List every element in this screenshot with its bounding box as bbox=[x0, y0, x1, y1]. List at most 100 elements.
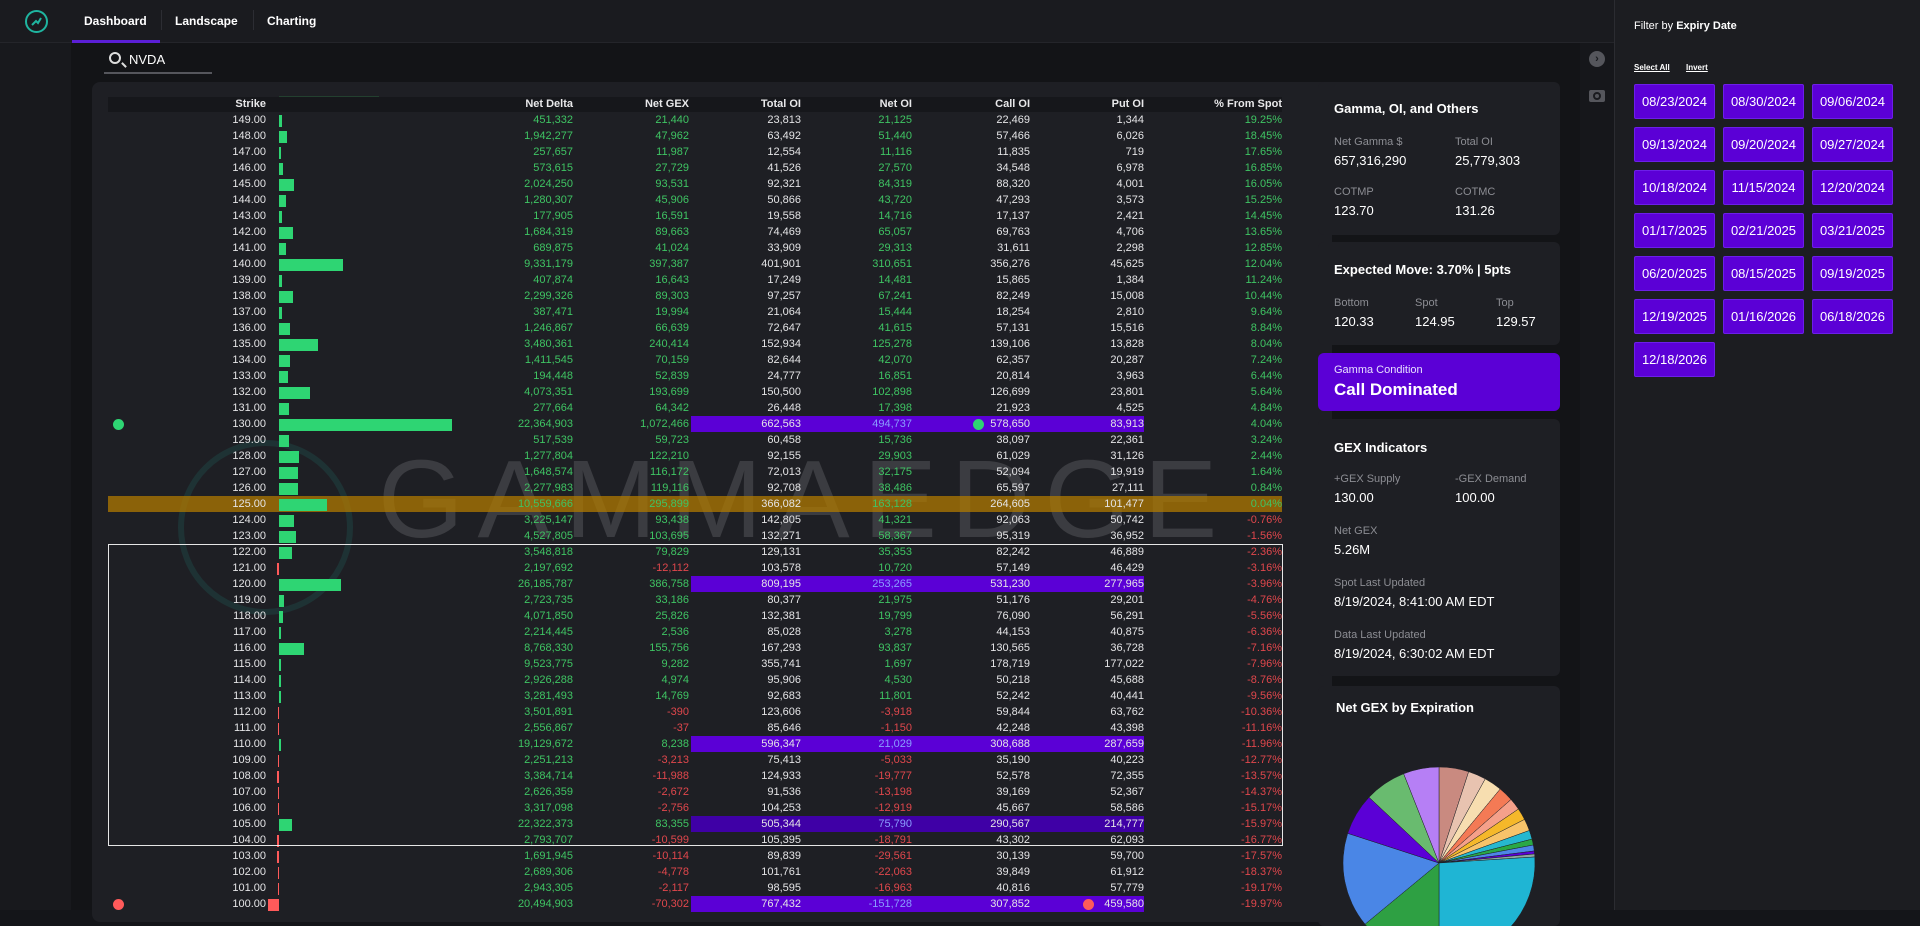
ticker-search-input[interactable]: NVDA bbox=[104, 50, 212, 74]
table-row[interactable]: 123.00 4,527,805 103,695 132,271 58,367 95,31… bbox=[0, 528, 1920, 544]
expiry-date-button[interactable]: 09/20/2024 bbox=[1723, 127, 1804, 162]
expiry-date-button[interactable]: 11/15/2024 bbox=[1723, 170, 1804, 205]
table-row[interactable]: 122.00 3,548,818 79,829 129,131 35,353 82,242… bbox=[0, 544, 1920, 560]
table-row[interactable]: 111.00 2,556,867 -37 85,646 -1,150 42,248 43,3… bbox=[0, 720, 1920, 736]
table-row[interactable]: 147.00 257,657 11,987 12,554 11,116 11,835 719… bbox=[0, 144, 1920, 160]
table-row[interactable]: 132.00 4,073,351 193,699 150,500 102,898 126,… bbox=[0, 384, 1920, 400]
table-row[interactable]: 128.00 1,277,804 122,210 92,155 29,903 61,029… bbox=[0, 448, 1920, 464]
table-row[interactable]: 100.00 20,494,903 -70,302 767,432 -151,728 30… bbox=[0, 896, 1920, 912]
cell-pct-from-spot: 0.04% bbox=[1250, 498, 1282, 510]
expiry-date-button[interactable]: 08/15/2025 bbox=[1723, 256, 1804, 291]
table-row[interactable]: 118.00 4,071,850 25,826 132,381 19,799 76,090… bbox=[0, 608, 1920, 624]
table-row[interactable]: 107.00 2,626,359 -2,672 91,536 -13,198 39,169… bbox=[0, 784, 1920, 800]
table-row[interactable]: 146.00 573,615 27,729 41,526 27,570 34,548 6,9… bbox=[0, 160, 1920, 176]
col-pct-from-spot[interactable]: % From Spot bbox=[1214, 98, 1282, 110]
tab-landscape[interactable]: Landscape bbox=[175, 14, 238, 28]
expiry-date-button[interactable]: 09/19/2025 bbox=[1812, 256, 1893, 291]
table-row[interactable]: 121.00 2,197,692 -12,112 103,578 10,720 57,14… bbox=[0, 560, 1920, 576]
table-row[interactable]: 140.00 9,331,179 397,387 401,901 310,651 356,… bbox=[0, 256, 1920, 272]
expiry-date-button[interactable]: 08/23/2024 bbox=[1634, 84, 1715, 119]
table-row[interactable]: 119.00 2,723,735 33,186 80,377 21,975 51,176 2… bbox=[0, 592, 1920, 608]
cell-strike: 143.00 bbox=[232, 210, 266, 222]
table-row[interactable]: 106.00 3,317,098 -2,756 104,253 -12,919 45,66… bbox=[0, 800, 1920, 816]
table-row[interactable]: 113.00 3,281,493 14,769 92,683 11,801 52,242 4… bbox=[0, 688, 1920, 704]
spot-label: Spot bbox=[1415, 297, 1438, 309]
table-row[interactable]: 109.00 2,251,213 -3,213 75,413 -5,033 35,190 4… bbox=[0, 752, 1920, 768]
table-row[interactable]: 110.00 19,129,672 8,238 596,347 21,029 308,68… bbox=[0, 736, 1920, 752]
table-row[interactable]: 101.00 2,943,305 -2,117 98,595 -16,963 40,816… bbox=[0, 880, 1920, 896]
table-row[interactable]: 126.00 2,277,983 119,116 92,708 38,486 65,597… bbox=[0, 480, 1920, 496]
col-net-delta[interactable]: Net Delta bbox=[525, 98, 573, 110]
expiry-date-button[interactable]: 12/19/2025 bbox=[1634, 299, 1715, 334]
expiry-date-button[interactable]: 09/27/2024 bbox=[1812, 127, 1893, 162]
table-row[interactable]: 137.00 387,471 19,994 21,064 15,444 18,254 2,8… bbox=[0, 304, 1920, 320]
cell-total-oi: 123,606 bbox=[761, 706, 801, 718]
table-row[interactable]: 114.00 2,926,288 4,974 95,906 4,530 50,218 45,… bbox=[0, 672, 1920, 688]
table-row[interactable]: 129.00 517,539 59,723 60,458 15,736 38,097 22,… bbox=[0, 432, 1920, 448]
col-total-oi[interactable]: Total OI bbox=[760, 98, 801, 110]
logo-icon[interactable] bbox=[25, 10, 48, 33]
table-row[interactable]: 102.00 2,689,306 -4,778 101,761 -22,063 39,84… bbox=[0, 864, 1920, 880]
table-row[interactable]: 115.00 9,523,775 9,282 355,741 1,697 178,719 1… bbox=[0, 656, 1920, 672]
table-row[interactable]: 124.00 3,225,147 93,438 142,805 41,321 92,063… bbox=[0, 512, 1920, 528]
expiry-date-button[interactable]: 06/20/2025 bbox=[1634, 256, 1715, 291]
cell-put-oi: 27,111 bbox=[1111, 482, 1144, 494]
table-row[interactable]: 134.00 1,411,545 70,159 82,644 42,070 62,357 2… bbox=[0, 352, 1920, 368]
tab-dashboard[interactable]: Dashboard bbox=[84, 14, 147, 28]
camera-icon[interactable] bbox=[1589, 90, 1605, 102]
table-row[interactable]: 104.00 2,793,707 -10,599 105,395 -18,791 43,3… bbox=[0, 832, 1920, 848]
expiry-date-button[interactable]: 09/13/2024 bbox=[1634, 127, 1715, 162]
table-row[interactable]: 143.00 177,905 16,591 19,558 14,716 17,137 2,4… bbox=[0, 208, 1920, 224]
next-arrow-icon[interactable]: › bbox=[1589, 51, 1605, 67]
table-row[interactable]: 131.00 277,664 64,342 26,448 17,398 21,923 4,5… bbox=[0, 400, 1920, 416]
tab-charting[interactable]: Charting bbox=[267, 14, 317, 28]
expiry-date-button[interactable]: 03/21/2025 bbox=[1812, 213, 1893, 248]
col-net-gex[interactable]: Net GEX bbox=[644, 98, 689, 110]
cell-call-oi: 44,153 bbox=[996, 626, 1030, 638]
table-row[interactable]: 141.00 689,875 41,024 33,909 29,313 31,611 2,2… bbox=[0, 240, 1920, 256]
table-row[interactable]: 112.00 3,501,891 -390 123,606 -3,918 59,844 63… bbox=[0, 704, 1920, 720]
table-row[interactable]: 125.00 10,559,666 295,899 366,082 163,128 264… bbox=[0, 496, 1920, 512]
expiry-date-button[interactable]: 01/16/2026 bbox=[1723, 299, 1804, 334]
invert-link[interactable]: Invert bbox=[1686, 63, 1708, 72]
table-row[interactable]: 117.00 2,214,445 2,536 85,028 3,278 44,153 40,… bbox=[0, 624, 1920, 640]
expiry-date-button[interactable]: 12/18/2026 bbox=[1634, 342, 1715, 377]
expiry-date-button[interactable]: 12/20/2024 bbox=[1812, 170, 1893, 205]
table-row[interactable]: 105.00 22,322,373 83,355 505,344 75,790 290,5… bbox=[0, 816, 1920, 832]
table-row[interactable]: 133.00 194,448 52,839 24,777 16,851 20,814 3,9… bbox=[0, 368, 1920, 384]
expiry-date-button[interactable]: 01/17/2025 bbox=[1634, 213, 1715, 248]
expiry-date-button[interactable]: 06/18/2026 bbox=[1812, 299, 1893, 334]
table-row[interactable]: 138.00 2,299,326 89,303 97,257 67,241 82,249 1… bbox=[0, 288, 1920, 304]
gamma-oi-card: Gamma, OI, and Others Net Gamma $ 657,31… bbox=[1318, 82, 1560, 235]
table-row[interactable]: 120.00 26,185,787 386,758 809,195 253,265 531… bbox=[0, 576, 1920, 592]
table-row[interactable]: 142.00 1,684,319 89,663 74,469 65,057 69,763 4… bbox=[0, 224, 1920, 240]
gamma-condition-label: Gamma Condition bbox=[1334, 364, 1423, 376]
table-row[interactable]: 148.00 1,942,277 47,962 63,492 51,440 57,466 6… bbox=[0, 128, 1920, 144]
pie-slice[interactable] bbox=[1438, 856, 1536, 926]
table-row[interactable]: 135.00 3,480,361 240,414 152,934 125,278 139,… bbox=[0, 336, 1920, 352]
table-row[interactable]: 145.00 2,024,250 93,531 92,321 84,319 88,320 4… bbox=[0, 176, 1920, 192]
search-icon bbox=[109, 52, 121, 64]
table-row[interactable]: 108.00 3,384,714 -11,988 124,933 -19,777 52,5… bbox=[0, 768, 1920, 784]
table-row[interactable]: 149.00 451,332 21,440 23,813 21,125 22,469 1,3… bbox=[0, 112, 1920, 128]
col-strike[interactable]: Strike bbox=[235, 98, 266, 110]
pie-slice[interactable] bbox=[1403, 766, 1440, 864]
col-net-oi[interactable]: Net OI bbox=[879, 98, 912, 110]
col-put-oi[interactable]: Put OI bbox=[1111, 98, 1144, 110]
expiry-date-button[interactable]: 08/30/2024 bbox=[1723, 84, 1804, 119]
select-all-link[interactable]: Select All bbox=[1634, 63, 1670, 72]
table-row[interactable]: 127.00 1,648,574 116,172 72,013 32,175 52,094… bbox=[0, 464, 1920, 480]
table-row[interactable]: 103.00 1,691,945 -10,114 89,839 -29,561 30,13… bbox=[0, 848, 1920, 864]
expiry-date-button[interactable]: 02/21/2025 bbox=[1723, 213, 1804, 248]
cell-strike: 114.00 bbox=[233, 674, 266, 686]
table-row[interactable]: 136.00 1,246,867 66,639 72,647 41,615 57,131 1… bbox=[0, 320, 1920, 336]
table-row[interactable]: 139.00 407,874 16,643 17,249 14,481 15,865 1,3… bbox=[0, 272, 1920, 288]
table-row[interactable]: 144.00 1,280,307 45,906 50,866 43,720 47,293 3… bbox=[0, 192, 1920, 208]
search-value[interactable]: NVDA bbox=[129, 52, 166, 67]
col-call-oi[interactable]: Call OI bbox=[995, 98, 1030, 110]
table-row[interactable]: 116.00 8,768,330 155,756 167,293 93,837 130,5… bbox=[0, 640, 1920, 656]
expiry-date-button[interactable]: 10/18/2024 bbox=[1634, 170, 1715, 205]
cell-call-oi: 92,063 bbox=[996, 514, 1030, 526]
expiry-date-button[interactable]: 09/06/2024 bbox=[1812, 84, 1893, 119]
table-row[interactable]: 130.00 22,364,903 1,072,466 662,563 494,737 5… bbox=[0, 416, 1920, 432]
